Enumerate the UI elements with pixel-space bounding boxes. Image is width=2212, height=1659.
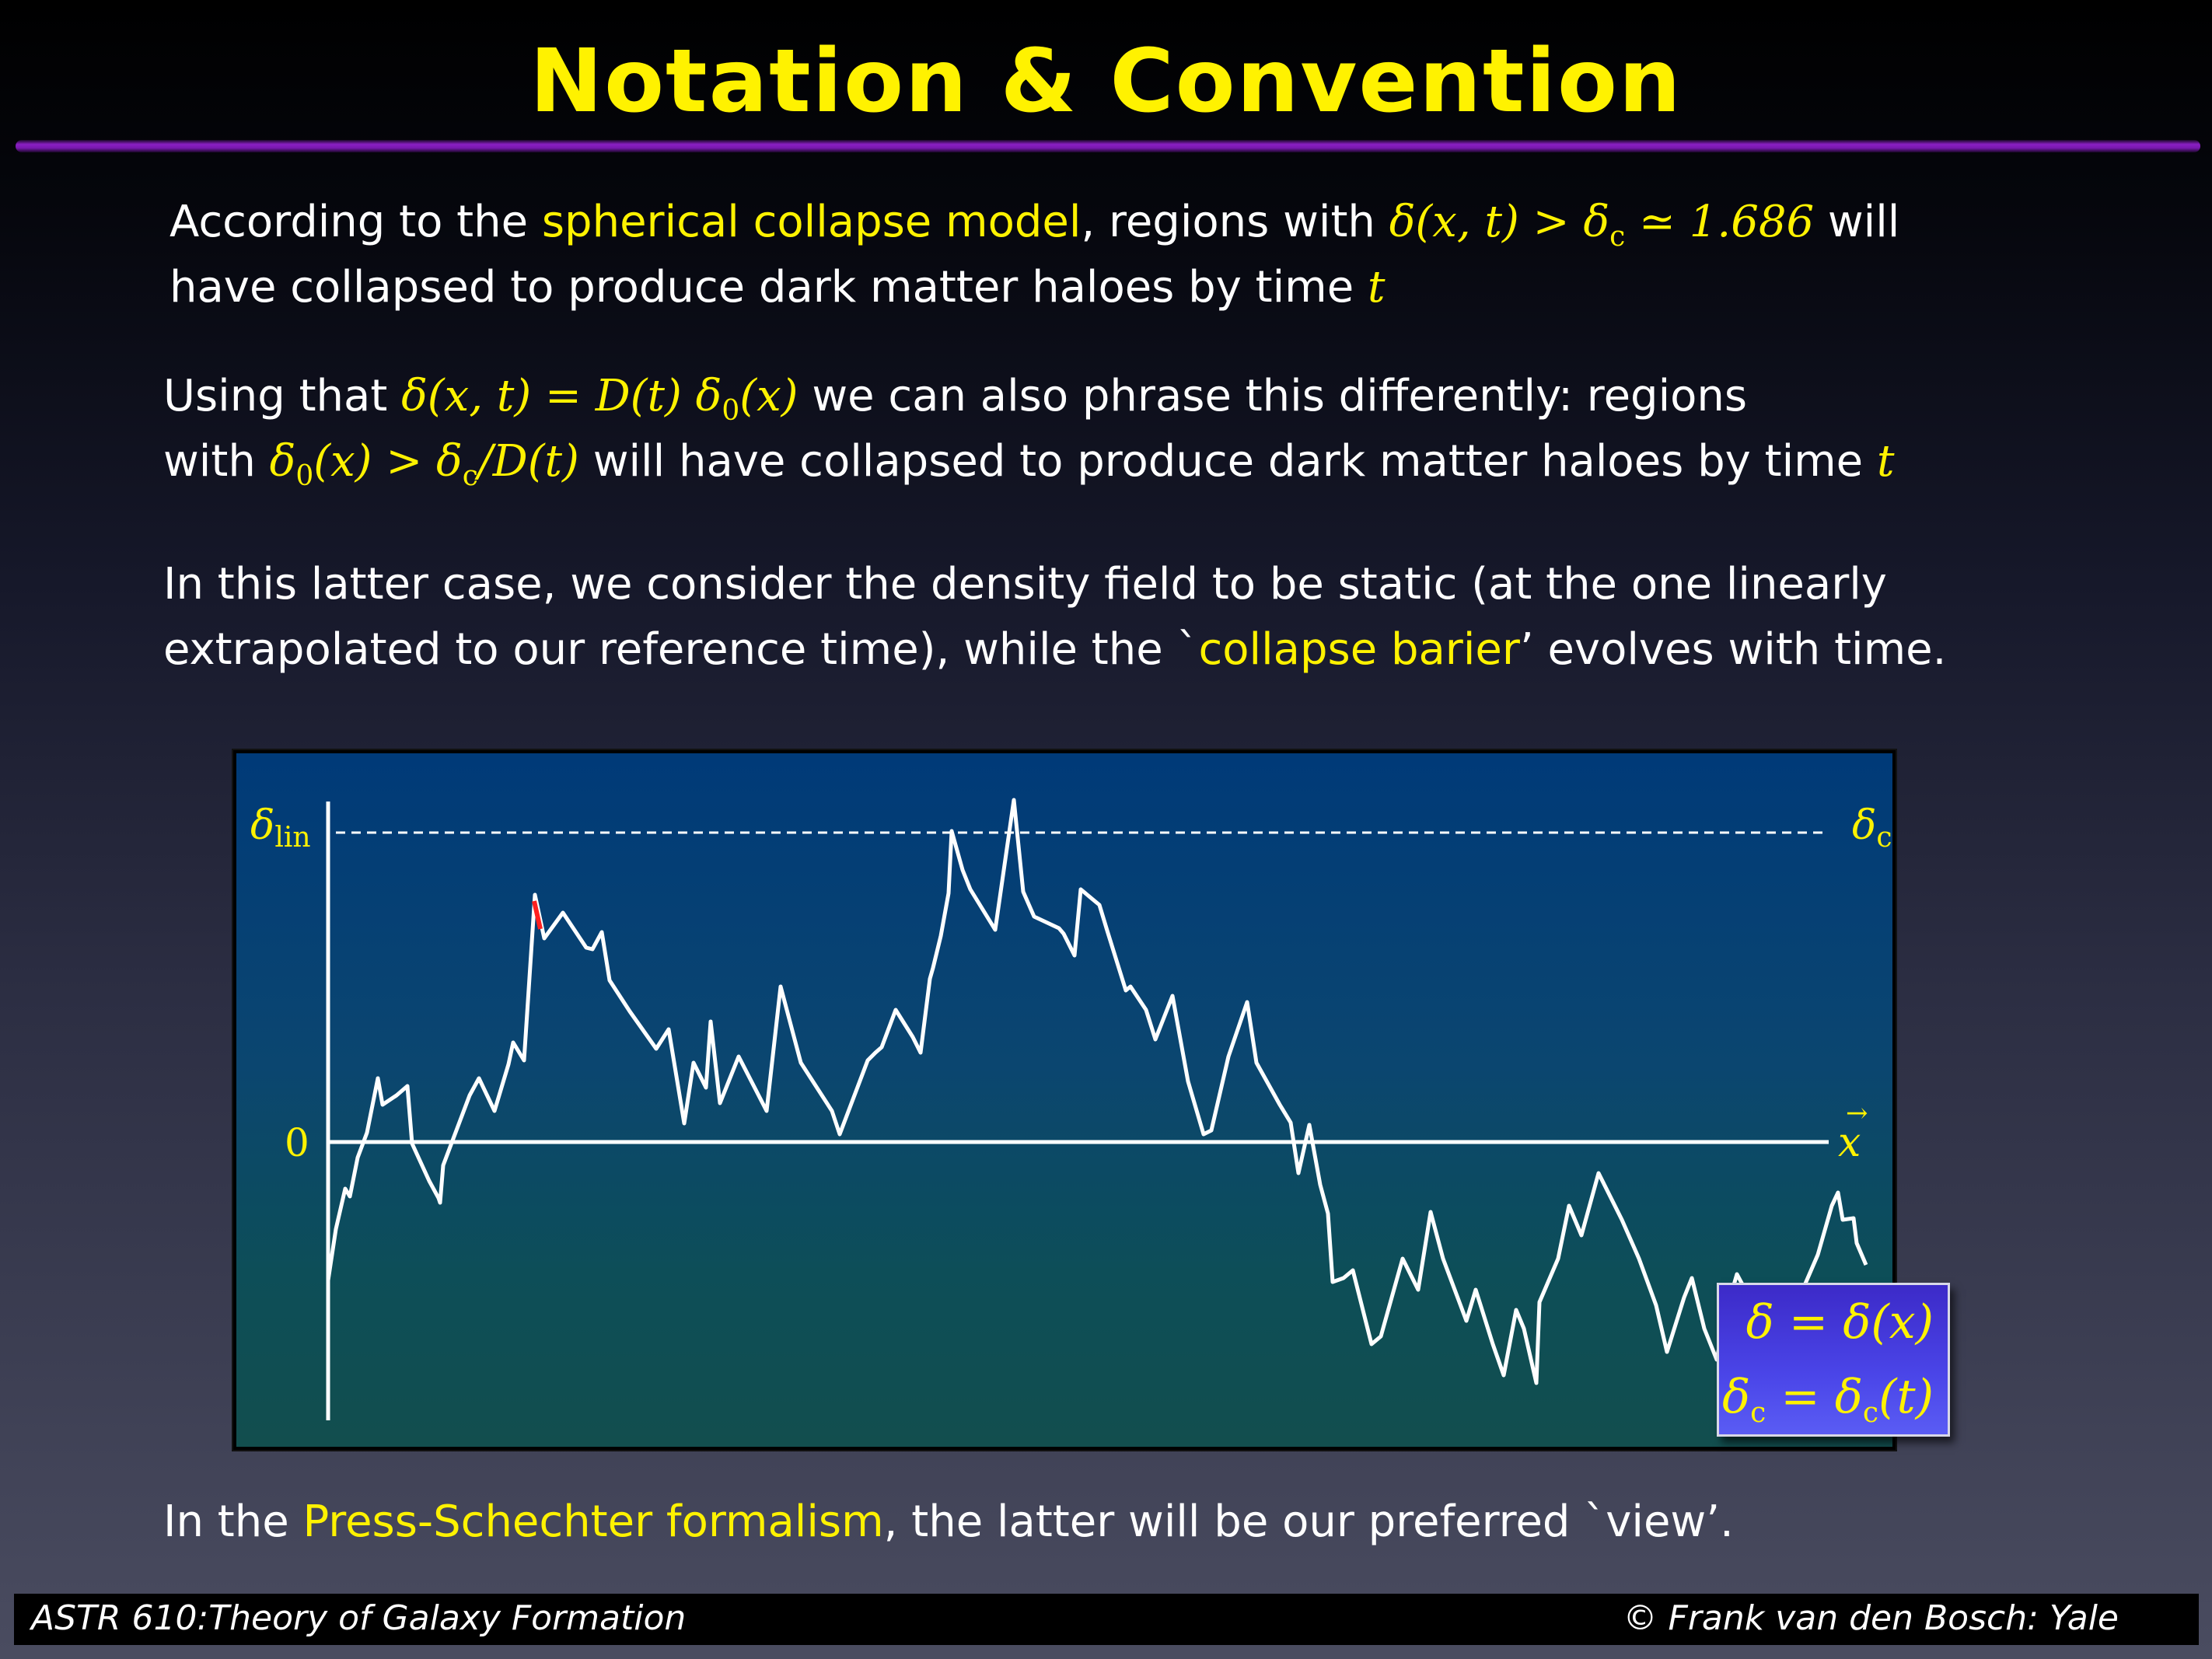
math-t: t — [1876, 436, 1895, 487]
zero-label: 0 — [285, 1120, 309, 1165]
slide-title: Notation & Convention — [529, 31, 1683, 132]
random-walk-plot: δlin 0 δc x → — [250, 798, 1892, 1420]
text: will have collapsed to produce dark matt… — [578, 436, 1877, 487]
paragraph-growth-factor-line2: with δ0(x) > δc/D(t) will have collapsed… — [163, 429, 1894, 509]
paragraph-spherical-collapse-line2: have collapsed to produce dark matter ha… — [169, 255, 1385, 320]
text: with — [163, 436, 270, 487]
text: we can also phrase this differently: reg… — [798, 371, 1748, 421]
y-axis-label: δlin — [250, 802, 311, 854]
legend-box: δ = δ(x) δc = δc(t) — [1717, 1283, 1950, 1437]
paragraph-growth-factor: Using that δ(x, t) = D(t) δ0(x) we can a… — [163, 364, 1747, 444]
highlight-collapse-barier: collapse barier — [1198, 624, 1520, 675]
footer-course: ASTR 610:Theory of Galaxy Formation — [31, 1598, 687, 1638]
highlight-spherical-collapse-model: spherical collapse model — [541, 197, 1082, 247]
x-vector-arrow-icon: → — [1846, 1098, 1868, 1129]
footer-bar — [14, 1594, 2199, 1645]
text: According to the — [169, 197, 542, 247]
text: ’ evolves with time. — [1519, 624, 1947, 675]
math-barrier-condition: δ0(x) > δc/D(t) — [269, 436, 579, 492]
text: will — [1814, 197, 1900, 247]
text: Using that — [163, 371, 402, 421]
math-growth-relation: δ(x, t) = D(t) δ0(x) — [401, 371, 798, 427]
math-t: t — [1367, 262, 1386, 313]
legend-line-barrier: δc = δc(t) — [1722, 1370, 1934, 1429]
paragraph-static-field-line2: extrapolated to our reference time), whi… — [163, 617, 1946, 683]
random-walk-figure: δlin 0 δc x → — [233, 750, 1896, 1450]
highlight-press-schechter: Press-Schechter formalism — [302, 1497, 884, 1547]
text: In the — [163, 1497, 303, 1547]
footer-copyright: © Frank van den Bosch: Yale — [1623, 1598, 2119, 1638]
first-crossing-marker — [532, 900, 543, 930]
text: have collapsed to produce dark matter ha… — [169, 262, 1368, 313]
x-axis-label: x — [1838, 1119, 1861, 1166]
text: , the latter will be our preferred `view… — [883, 1497, 1734, 1547]
paragraph-spherical-collapse: According to the spherical collapse mode… — [169, 190, 1899, 270]
legend-line-delta: δ = δ(x) — [1745, 1295, 1934, 1350]
density-trajectory — [326, 798, 1868, 1385]
paragraph-press-schechter: In the Press-Schechter formalism, the la… — [163, 1490, 1734, 1555]
text: extrapolated to our reference time), whi… — [163, 624, 1199, 675]
text: In this latter case, we consider the den… — [163, 559, 1887, 609]
math-collapse-condition: δ(x, t) > δc ≃ 1.686 — [1389, 197, 1815, 253]
text: , regions with — [1081, 197, 1389, 247]
paragraph-static-field: In this latter case, we consider the den… — [163, 552, 1887, 617]
title-divider — [16, 140, 2200, 152]
barrier-label: δc — [1852, 802, 1892, 854]
